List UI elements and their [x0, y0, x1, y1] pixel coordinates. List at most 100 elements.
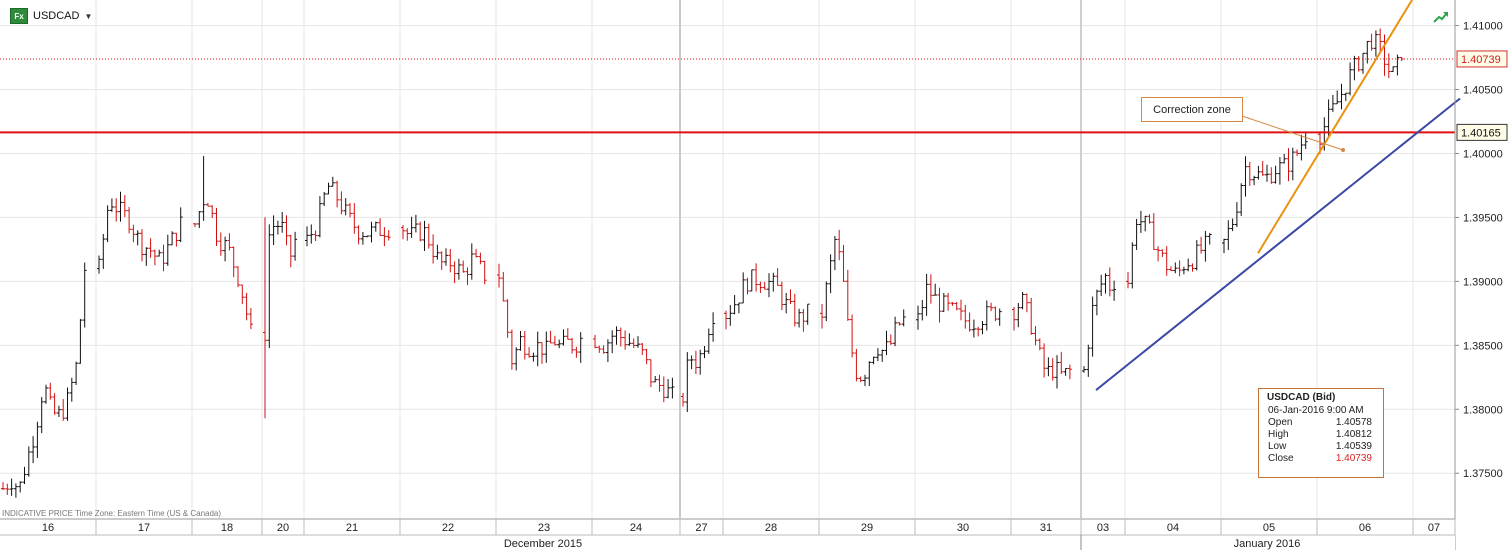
- ohlc-bar: [820, 303, 824, 329]
- tooltip-row-open: Open 1.40578: [1268, 417, 1372, 428]
- ohlc-bar: [1143, 215, 1148, 232]
- ohlc-bar: [1173, 262, 1178, 274]
- ohlc-bar: [1335, 90, 1340, 105]
- ohlc-bar: [788, 289, 793, 305]
- ohlc-bar: [461, 260, 466, 273]
- ohlc-bar: [775, 268, 780, 286]
- ohlc-bar: [880, 349, 885, 362]
- ohlc-bar: [109, 198, 114, 212]
- ohlc-bar: [39, 397, 44, 434]
- chevron-down-icon[interactable]: ▼: [84, 11, 93, 21]
- ohlc-bar: [640, 342, 645, 355]
- ohlc-bar: [501, 271, 506, 302]
- ohlc-bar: [784, 292, 789, 314]
- ohlc-bar: [1063, 367, 1068, 376]
- orange-trendline: [1257, 0, 1413, 254]
- tooltip-row-low: Low 1.40539: [1268, 441, 1372, 452]
- instrument-symbol[interactable]: USDCAD: [33, 10, 80, 22]
- ohlc-bar: [322, 192, 327, 206]
- ohlc-bar: [409, 216, 414, 238]
- ohlc-bar: [105, 205, 110, 243]
- ohlc-bar: [35, 421, 40, 458]
- ohlc-bar: [565, 328, 570, 340]
- ohlc-bar: [605, 339, 610, 362]
- ohlc-bar: [1286, 148, 1291, 182]
- ohlc-bar: [1012, 306, 1016, 331]
- ohlc-bar: [1199, 236, 1204, 254]
- ohlc-bar: [1361, 52, 1365, 74]
- ohlc-bar: [514, 347, 519, 371]
- y-tick-label: 1.39000: [1463, 276, 1503, 288]
- ohlc-bar: [758, 281, 763, 294]
- ohlc-bar: [1382, 34, 1387, 76]
- ohlc-bar: [456, 258, 461, 280]
- ohlc-bar: [1256, 165, 1261, 180]
- ohlc-bar: [1086, 344, 1091, 377]
- ohlc-bar: [1024, 293, 1029, 313]
- ohlc-bar: [636, 336, 640, 348]
- ohlc-bar: [1295, 149, 1300, 157]
- ohlc-bar: [959, 299, 963, 321]
- ohlc-bar: [631, 338, 636, 348]
- ohlc-bar: [1094, 289, 1099, 316]
- ohlc-bar: [824, 281, 829, 322]
- ohlc-bar: [435, 244, 440, 260]
- ohlc-bar: [901, 309, 906, 327]
- ohlc-bar: [339, 191, 344, 215]
- blue-trendline: [1095, 97, 1461, 391]
- ohlc-bar: [5, 483, 10, 495]
- instrument-header[interactable]: Fx USDCAD ▼: [10, 8, 92, 24]
- ohlc-bar: [178, 207, 183, 243]
- ohlc-bar: [871, 356, 876, 365]
- ohlc-bar: [570, 337, 575, 354]
- ohlc-bar: [648, 359, 653, 388]
- ohlc-bar: [1273, 165, 1278, 184]
- ohlc-bar: [893, 316, 898, 347]
- x-day-label: 16: [42, 522, 54, 534]
- ohlc-bar: [946, 292, 951, 311]
- ohlc-bar: [736, 302, 741, 314]
- ohlc-bar: [623, 330, 628, 350]
- ohlc-tooltip: USDCAD (Bid) 06-Jan-2016 9:00 AM Open 1.4…: [1258, 388, 1384, 478]
- ohlc-bar: [792, 293, 797, 327]
- ohlc-bar: [779, 281, 784, 311]
- ohlc-bar: [1138, 210, 1143, 233]
- ohlc-bar: [980, 320, 985, 335]
- x-day-label: 18: [221, 522, 233, 534]
- ohlc-bar: [174, 232, 179, 247]
- ohlc-bar: [369, 221, 374, 243]
- ohlc-bar: [1252, 175, 1257, 186]
- ohlc-bar: [689, 355, 694, 370]
- y-axis: 1.37500 1.38000 1.38500 1.39000 1.39500 1.400…: [1454, 0, 1508, 550]
- ohlc-bar: [317, 196, 322, 238]
- ohlc-bar: [1207, 233, 1212, 245]
- ohlc-bar: [280, 211, 285, 233]
- ohlc-bar: [875, 348, 880, 362]
- ohlc-bar: [382, 227, 387, 247]
- x-day-label: 27: [695, 522, 707, 534]
- ohlc-bar: [845, 269, 850, 321]
- ohlc-bar: [1378, 28, 1383, 52]
- ohlc-bar: [236, 266, 240, 288]
- ohlc-bar: [22, 466, 27, 484]
- ohlc-bar: [56, 405, 61, 417]
- ohlc-bar: [305, 226, 309, 247]
- ohlc-bar: [284, 215, 289, 246]
- ohlc-bar: [644, 348, 649, 365]
- ohlc-bar: [1042, 343, 1047, 378]
- ohlc-bar: [1282, 153, 1287, 164]
- ohlc-bar: [1169, 266, 1173, 272]
- ohlc-bar: [114, 198, 119, 222]
- ohlc-bar: [161, 244, 166, 272]
- ohlc-bar: [152, 249, 157, 266]
- trend-up-icon[interactable]: [1432, 10, 1450, 24]
- ohlc-bar: [916, 305, 920, 330]
- x-day-label: 07: [1428, 522, 1440, 534]
- ohlc-bar: [418, 221, 423, 242]
- x-day-label: 21: [346, 522, 358, 534]
- ohlc-bar: [52, 393, 57, 415]
- ohlc-bar: [1016, 302, 1021, 328]
- ohlc-bar: [352, 203, 357, 234]
- ohlc-bar: [1134, 218, 1139, 250]
